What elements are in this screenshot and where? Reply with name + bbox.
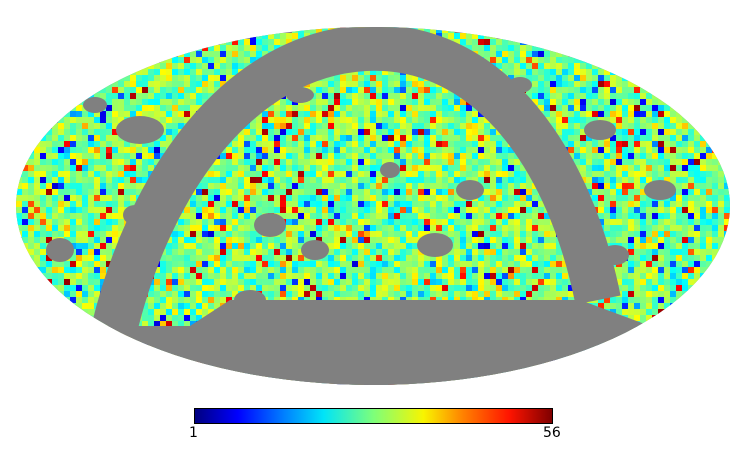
colorbar-container bbox=[194, 408, 553, 424]
sky-map bbox=[16, 27, 730, 385]
colorbar-min-label: 1 bbox=[189, 425, 198, 441]
colorbar bbox=[194, 408, 553, 424]
colorbar-max-label: 56 bbox=[543, 425, 561, 441]
